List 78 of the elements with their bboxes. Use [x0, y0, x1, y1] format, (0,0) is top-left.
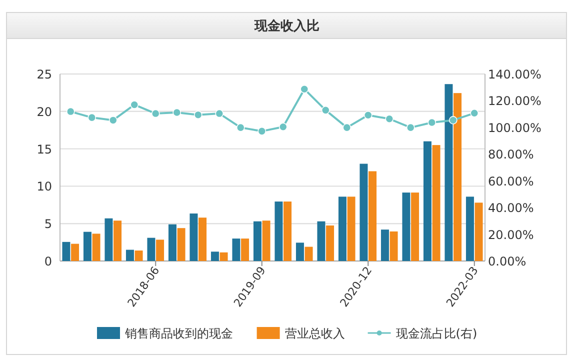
legend-label: 现金流占比(右): [396, 326, 478, 340]
y-tick-label: 20: [36, 104, 52, 119]
point: [236, 123, 245, 132]
y2-tick-label: 20.00%: [488, 228, 534, 242]
y-tick-label: 25: [36, 68, 52, 82]
point: [428, 118, 436, 127]
point: [194, 110, 202, 120]
bar: [304, 246, 313, 261]
bar: [317, 221, 326, 261]
bar: [147, 238, 156, 261]
point: [151, 109, 160, 118]
y-tick-label: 15: [36, 142, 52, 156]
y2-tick-label: 40.00%: [488, 201, 534, 216]
bar: [338, 196, 346, 261]
bar: [474, 202, 483, 261]
bar: [241, 238, 250, 261]
legend-label: 销售商品收到的现金: [124, 326, 233, 340]
y2-tick-label: 80.00%: [488, 148, 534, 162]
bar: [380, 230, 389, 261]
bar: [360, 164, 368, 261]
bar: [454, 93, 462, 261]
y2-tick-label: 100.00%: [488, 120, 542, 135]
point: [342, 123, 352, 132]
bar: [190, 214, 198, 261]
bar: [71, 244, 80, 261]
bar: [262, 220, 270, 261]
bar: [114, 220, 122, 261]
bar: [83, 232, 92, 261]
point: [385, 114, 394, 124]
point: [88, 113, 96, 122]
point: [300, 84, 309, 94]
bar: [326, 225, 334, 261]
bar: [168, 224, 176, 261]
point: [470, 108, 479, 118]
bar: [368, 171, 377, 261]
chart-title: 现金收入比: [254, 18, 320, 34]
bar: [198, 218, 207, 261]
bar: [411, 192, 420, 261]
bar: [177, 228, 186, 261]
bar: [274, 202, 283, 261]
point: [448, 116, 458, 124]
bar: [432, 145, 440, 261]
bar: [347, 196, 356, 261]
y2-tick-label: 120.00%: [488, 94, 542, 108]
point: [258, 126, 266, 136]
bar: [92, 234, 100, 261]
bar: [156, 240, 164, 261]
point: [215, 109, 224, 118]
bar: [296, 242, 304, 261]
bar: [253, 221, 262, 261]
y2-tick-label: 0.00%: [488, 254, 526, 268]
y2-tick-label: 140.00%: [488, 68, 542, 82]
y2-tick-label: 60.00%: [488, 174, 534, 188]
bar: [390, 231, 398, 261]
bar: [210, 252, 219, 261]
bar: [402, 192, 410, 261]
bar: [423, 141, 432, 261]
point: [406, 123, 415, 132]
point: [364, 110, 372, 120]
point: [66, 107, 75, 116]
y-tick-label: 0: [44, 254, 52, 268]
y-tick-label: 10: [36, 180, 52, 194]
legend-label: 营业总收入: [284, 326, 345, 340]
bar: [466, 196, 474, 261]
point: [108, 116, 118, 124]
y-tick-label: 5: [44, 217, 52, 232]
bar: [220, 252, 228, 261]
bar: [284, 202, 292, 261]
point: [130, 100, 139, 109]
point: [278, 122, 288, 132]
bar: [444, 84, 453, 261]
bar: [104, 218, 113, 261]
bar: [126, 250, 134, 261]
point: [321, 106, 330, 114]
bar: [134, 250, 143, 261]
bar: [232, 238, 240, 261]
bar: [62, 242, 70, 261]
point: [172, 108, 182, 117]
